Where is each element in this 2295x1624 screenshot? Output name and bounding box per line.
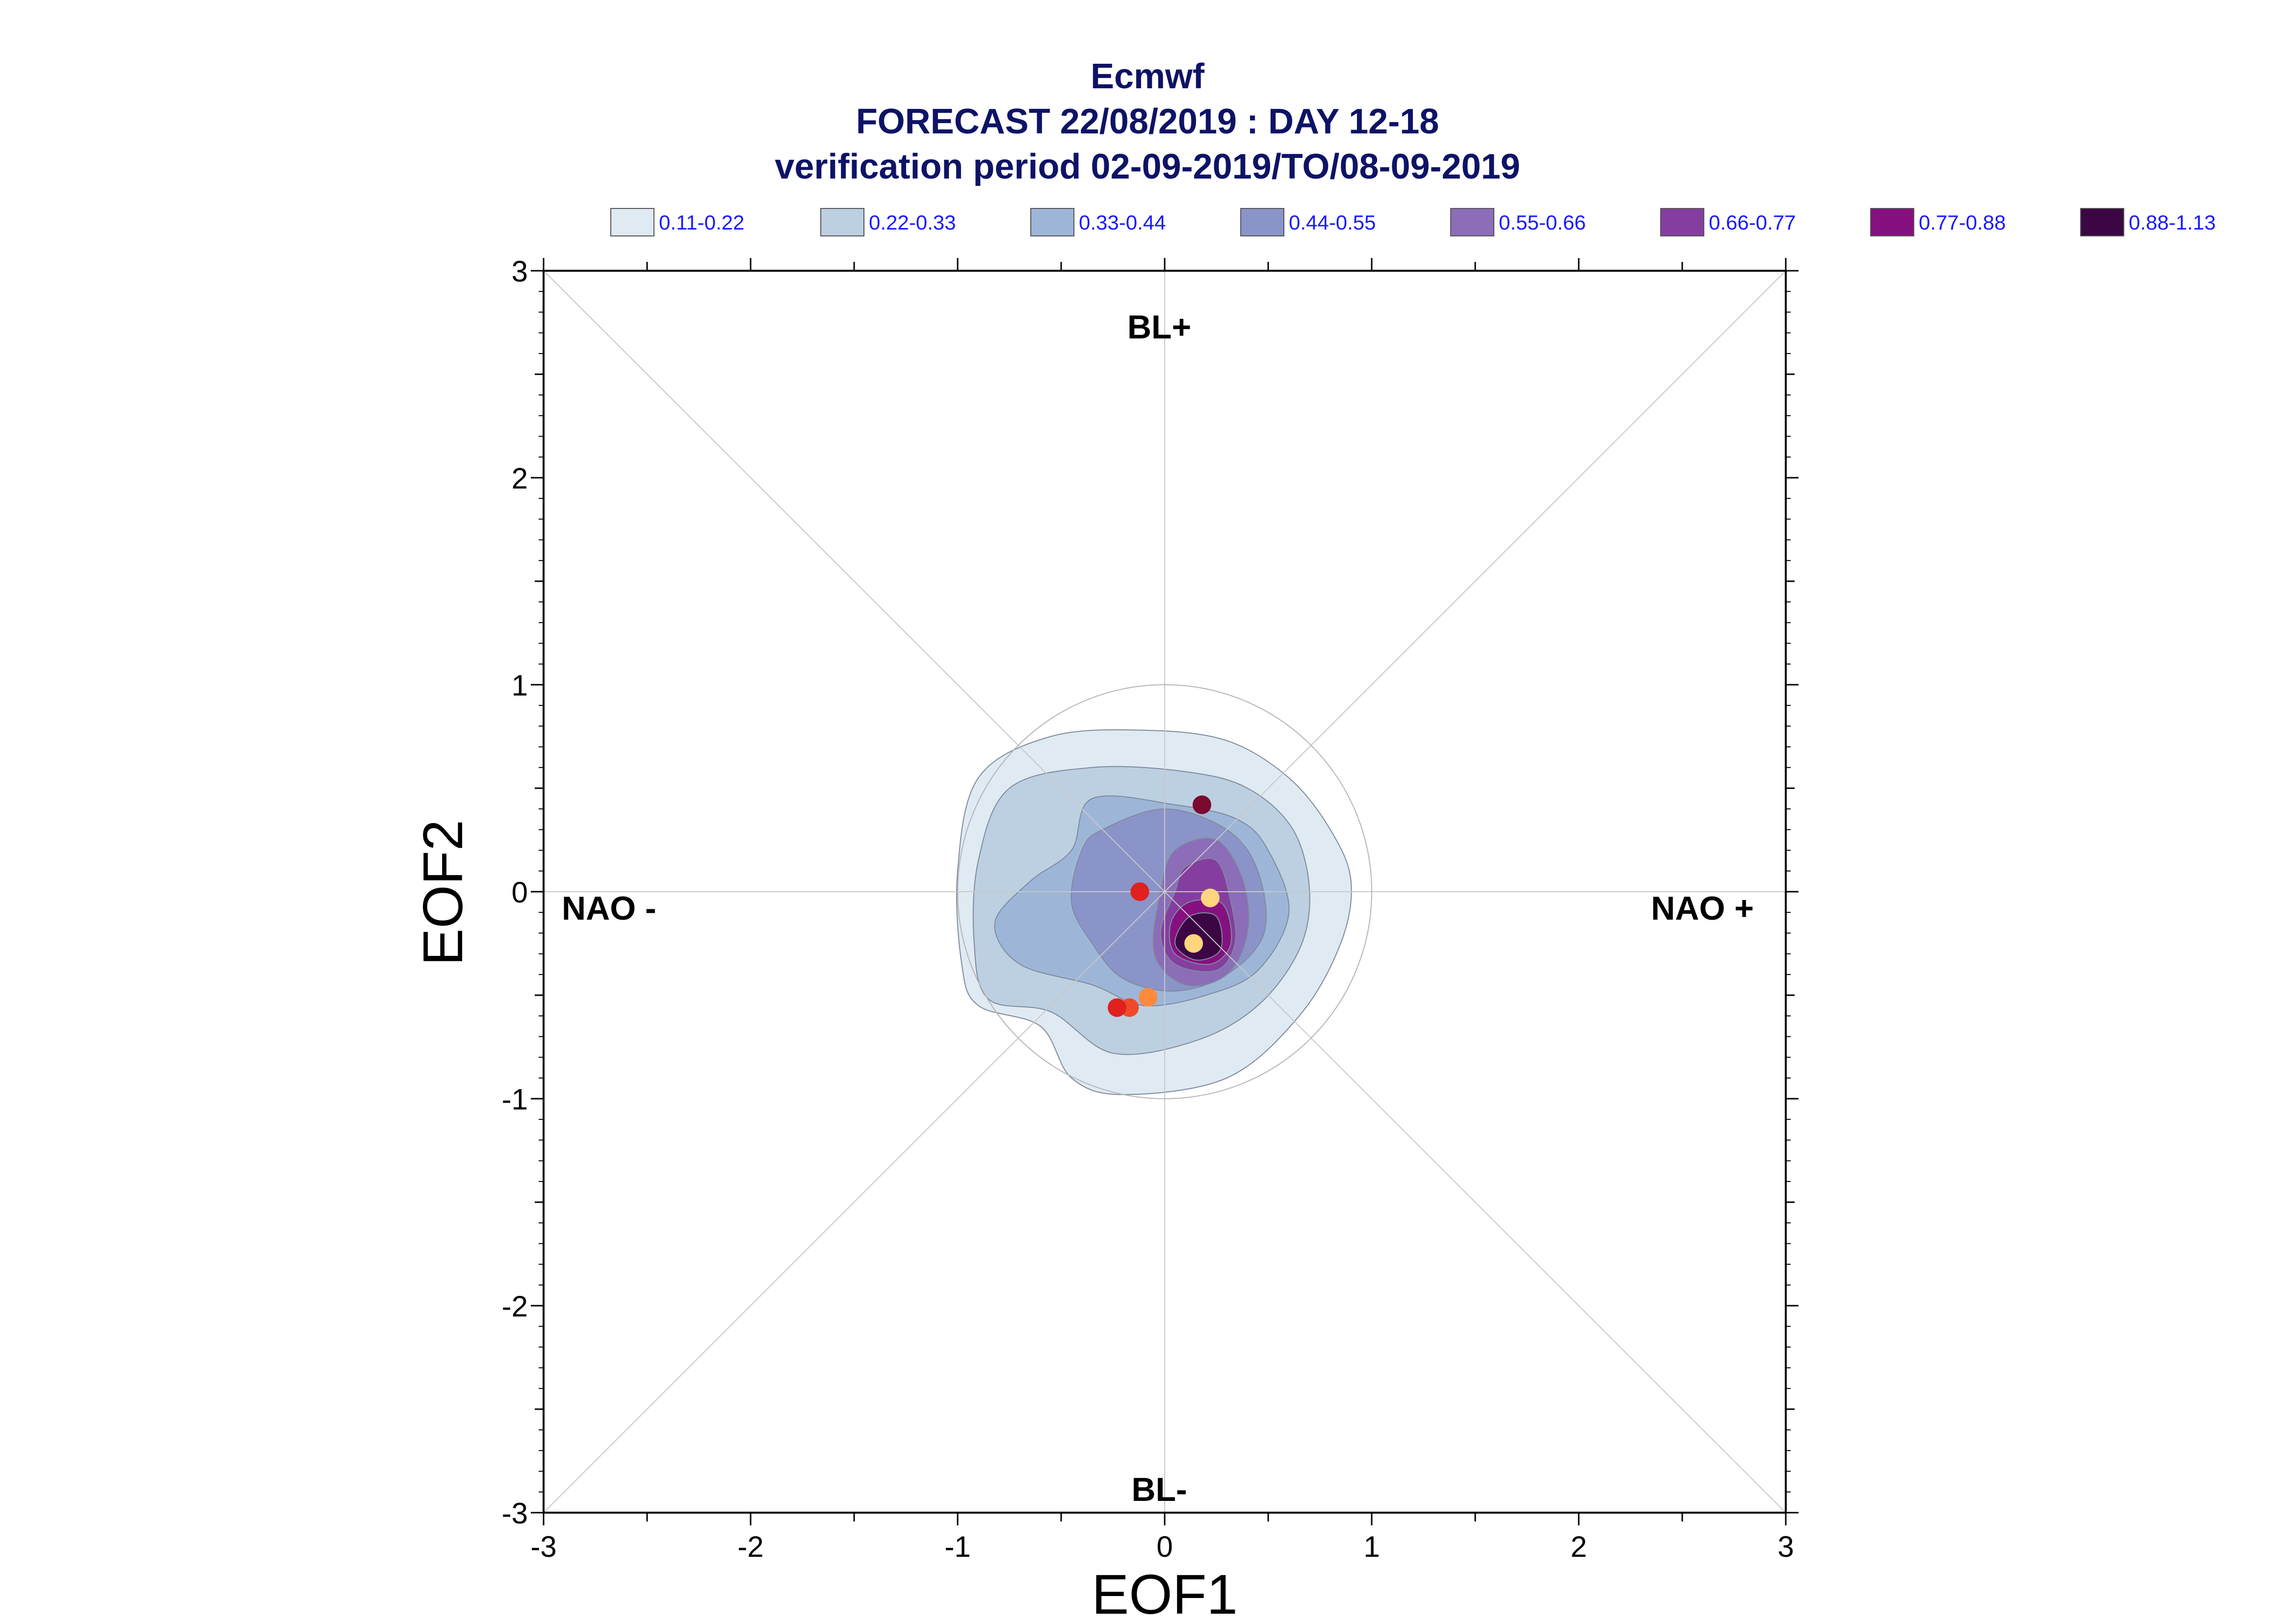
legend-swatch: [1870, 208, 1914, 236]
legend: 0.11-0.22 0.22-0.33 0.33-0.44 0.44-0.55 0.55…: [610, 208, 2216, 236]
reference-circle: [957, 684, 1372, 1099]
x-tick-label: -2: [737, 1530, 763, 1563]
regime-label-bl-minus: BL-: [1131, 1471, 1187, 1508]
x-tick-label: 2: [1570, 1530, 1587, 1563]
legend-label: 0.88-1.13: [2129, 211, 2216, 234]
legend-label: 0.55-0.66: [1499, 211, 1586, 234]
title-line-3: verification period 02-09-2019/TO/08-09-…: [775, 147, 1520, 186]
title-line-2: FORECAST 22/08/2019 : DAY 12-18: [856, 102, 1439, 141]
legend-swatch: [610, 208, 654, 236]
x-tick-labels: -3 -2 -1 0 1 2 3: [530, 1530, 1794, 1563]
ensemble-point: [1184, 934, 1203, 953]
legend-label: 0.66-0.77: [1709, 211, 1796, 234]
legend-swatch: [1240, 208, 1284, 236]
reference-guides: [543, 270, 1786, 1513]
legend-swatch: [820, 208, 864, 236]
x-tick-label: -1: [944, 1530, 970, 1563]
legend-label: 0.11-0.22: [659, 211, 744, 234]
x-tick-label: -3: [530, 1530, 556, 1563]
x-tick-label: 0: [1156, 1530, 1173, 1563]
legend-label: 0.44-0.55: [1289, 211, 1376, 234]
axis-ticks: [531, 258, 1799, 1525]
y-tick-label: -1: [502, 1083, 528, 1116]
ensemble-point: [1130, 882, 1149, 901]
x-axis-label: EOF1: [1092, 1564, 1238, 1624]
title-line-1: Ecmwf: [1091, 57, 1205, 96]
x-tick-label: 1: [1363, 1530, 1380, 1563]
y-tick-label: 3: [512, 255, 528, 288]
chart-title: Ecmwf FORECAST 22/08/2019 : DAY 12-18 ve…: [775, 57, 1520, 186]
y-tick-label: 1: [512, 669, 528, 702]
y-tick-label: 2: [512, 462, 528, 495]
legend-label: 0.33-0.44: [1079, 211, 1166, 234]
legend-swatch: [1030, 208, 1074, 236]
ensemble-point: [1192, 795, 1211, 814]
y-tick-label: -3: [502, 1497, 528, 1530]
legend-swatch: [1450, 208, 1494, 236]
legend-swatch: [1660, 208, 1704, 236]
legend-label: 0.22-0.33: [869, 211, 956, 234]
legend-swatch: [2080, 208, 2124, 236]
x-tick-label: 3: [1777, 1530, 1794, 1563]
y-axis-label: EOF2: [412, 820, 474, 966]
legend-label: 0.77-0.88: [1919, 211, 2006, 234]
y-tick-label: 0: [512, 876, 528, 909]
ensemble-points: [1107, 795, 1220, 1017]
y-tick-label: -2: [502, 1290, 528, 1323]
regime-label-nao-minus: NAO -: [562, 890, 656, 927]
ensemble-point: [1139, 988, 1158, 1007]
regime-label-nao-plus: NAO +: [1651, 890, 1754, 927]
density-contours: [956, 729, 1352, 1095]
ensemble-point: [1200, 888, 1220, 907]
y-tick-labels: 3 2 1 0 -1 -2 -3: [502, 255, 528, 1530]
ensemble-point: [1107, 998, 1126, 1017]
regime-label-bl-plus: BL+: [1127, 309, 1191, 346]
